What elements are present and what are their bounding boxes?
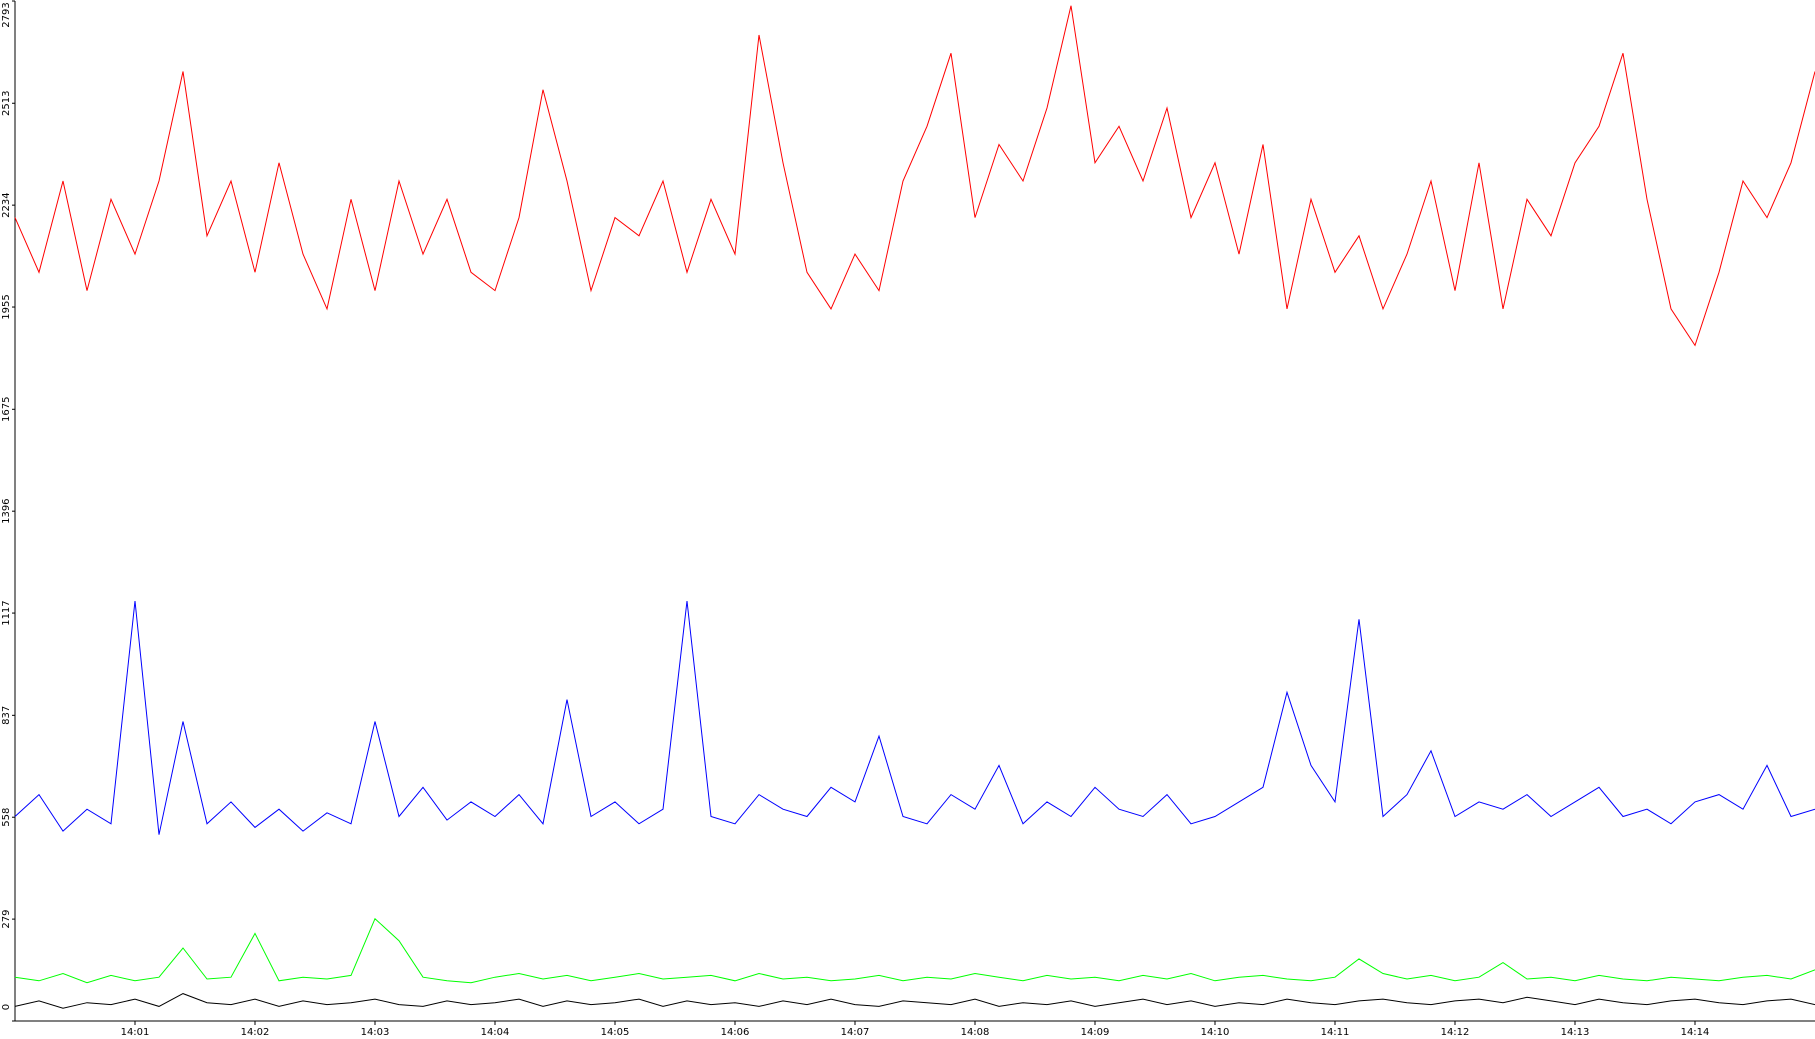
x-tick-label: 14:06	[721, 1027, 750, 1038]
y-tick-label: 2234	[1, 192, 12, 217]
x-tick-label: 14:12	[1441, 1027, 1470, 1038]
x-tick-label: 14:05	[601, 1027, 630, 1038]
x-tick-label: 14:08	[961, 1027, 990, 1038]
x-tick-label: 14:09	[1081, 1027, 1110, 1038]
series-line	[14, 5, 1815, 347]
y-tick-label: 558	[1, 808, 12, 827]
x-tick-label: 14:03	[361, 1027, 390, 1038]
y-tick-label: 0	[1, 1004, 12, 1010]
x-tick-label: 14:01	[121, 1027, 150, 1038]
y-tick-label: 1955	[1, 294, 12, 319]
series-line	[14, 917, 1815, 984]
y-tick-label: 2513	[1, 91, 12, 116]
y-tick-label: 837	[1, 706, 12, 725]
x-tick-label: 14:02	[241, 1027, 270, 1038]
y-tick-label: 2793	[1, 2, 12, 27]
x-tick-label: 14:14	[1681, 1027, 1710, 1038]
x-tick-label: 14:11	[1321, 1027, 1350, 1038]
series-line	[14, 993, 1815, 1009]
x-tick-label: 14:04	[481, 1027, 510, 1038]
x-tick-label: 14:13	[1561, 1027, 1590, 1038]
y-tick-label: 1117	[1, 600, 12, 625]
y-tick-label: 1675	[1, 397, 12, 422]
y-tick-label: 279	[1, 910, 12, 929]
series-line	[14, 600, 1815, 835]
y-tick-label: 1396	[1, 498, 12, 523]
x-tick-label: 14:07	[841, 1027, 870, 1038]
x-tick-label: 14:10	[1201, 1027, 1230, 1038]
